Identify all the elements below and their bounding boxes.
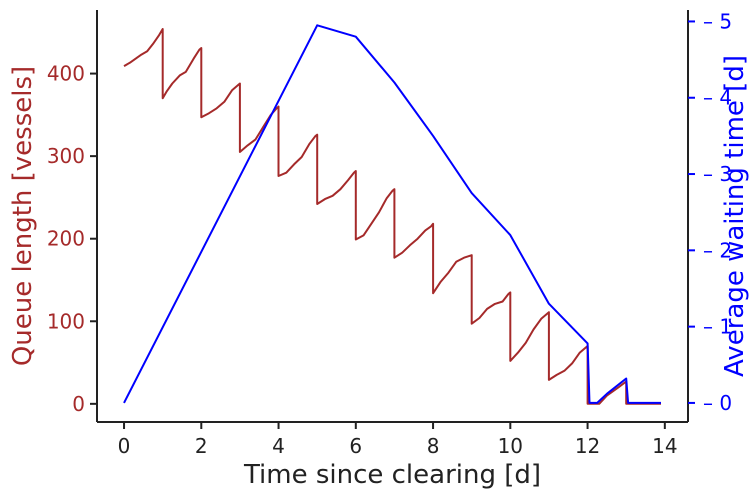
right-y-tick-label: – 1 <box>703 315 732 339</box>
left-y-tick-label: 300 <box>47 144 85 168</box>
queue-length-line <box>123 28 661 405</box>
x-tick-label: 12 <box>575 434 600 458</box>
x-tick-label: 10 <box>498 434 523 458</box>
x-axis-title: Time since clearing [d] <box>243 460 541 490</box>
x-tick-label: 6 <box>349 434 362 458</box>
average-waiting-time-line <box>123 24 661 404</box>
x-tick-label: 2 <box>195 434 208 458</box>
right-y-axis-title: Average waiting time [d] <box>720 55 750 377</box>
axes-layer <box>96 10 689 423</box>
series-layer <box>123 24 661 405</box>
left-y-tick-label: 0 <box>72 392 85 416</box>
right-y-tick-label: – 5 <box>703 9 732 33</box>
x-tick-label: 14 <box>652 434 677 458</box>
right-y-tick-label: – 4 <box>703 86 732 110</box>
x-tick-label: 8 <box>427 434 440 458</box>
left-y-tick-label: 200 <box>47 227 85 251</box>
right-y-tick-label: – 0 <box>703 391 732 415</box>
right-y-tick-label: – 2 <box>703 238 732 262</box>
left-y-tick-label: 100 <box>47 309 85 333</box>
right-y-tick-label: – 3 <box>703 162 732 186</box>
ticks-layer: 0 2 4 6 8 10 12 14 0 100 200 300 400 – 0 – 1 – 2 – 3 – 4 –… <box>47 9 732 458</box>
left-y-axis-title: Queue length [vessels] <box>8 66 38 366</box>
left-y-tick-label: 400 <box>47 62 85 86</box>
x-tick-label: 4 <box>272 434 285 458</box>
x-tick-label: 0 <box>118 434 131 458</box>
